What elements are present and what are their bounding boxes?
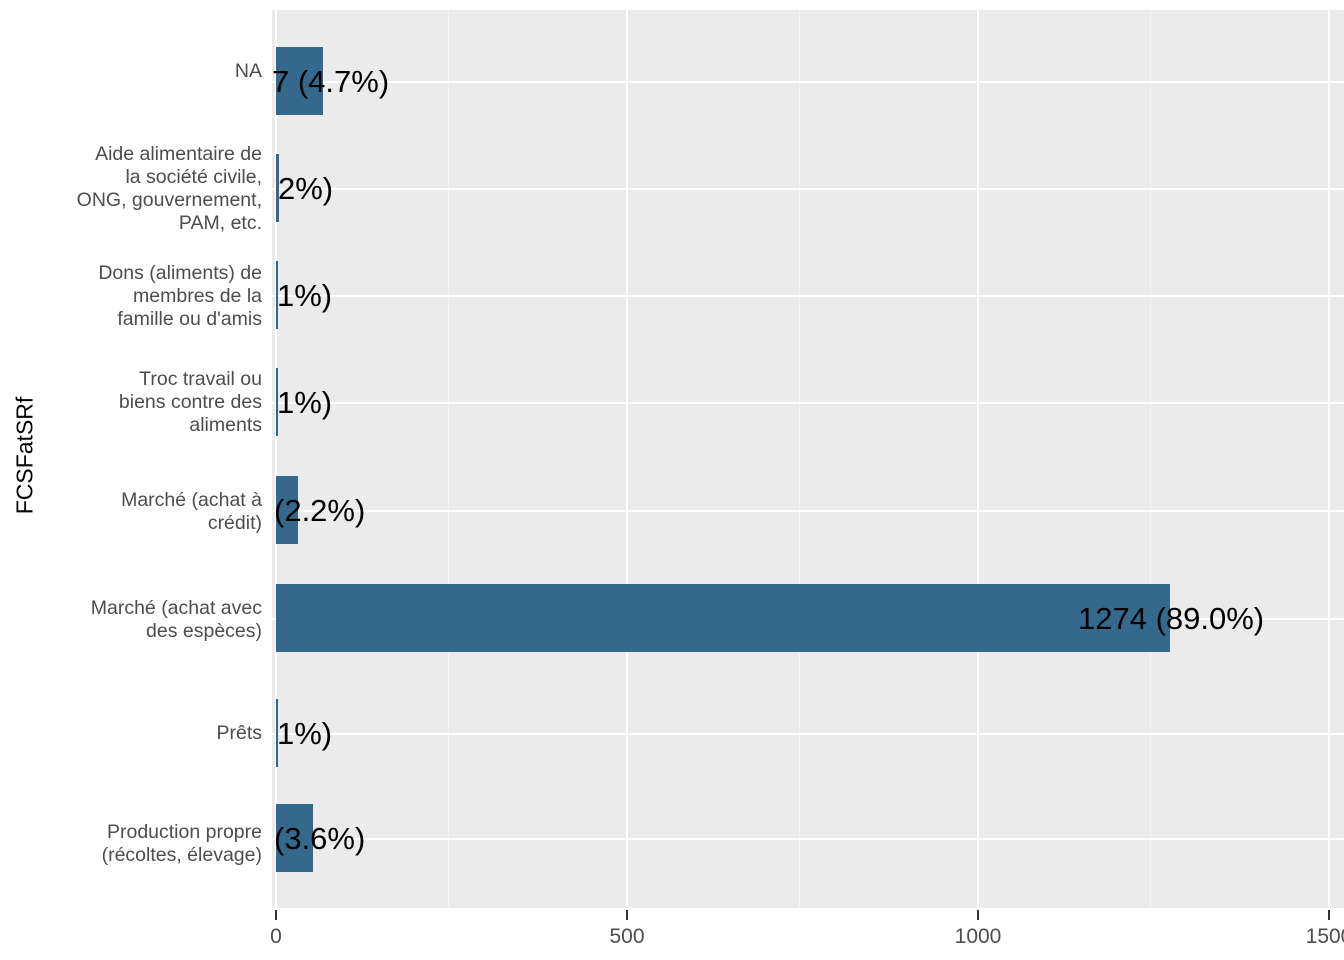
gridline-major-vertical — [977, 10, 979, 908]
bar-marche-credit[interactable] — [276, 476, 298, 544]
bar-value-label-prets: 1%) — [277, 716, 333, 751]
bar-dons-aliments[interactable] — [276, 261, 278, 329]
gridline-major-horizontal — [272, 402, 1344, 404]
x-axis-label-0: 0 — [270, 925, 282, 948]
bar-troc-travail[interactable] — [276, 368, 278, 436]
bar-value-label-production-propre: (3.6%) — [274, 821, 366, 856]
gridline-major-horizontal — [272, 510, 1344, 512]
gridline-major-horizontal — [272, 81, 1344, 83]
bar-value-label-aide-alimentaire: 2%) — [278, 171, 334, 206]
bar-aide-alimentaire[interactable] — [276, 154, 279, 222]
gridline-major-horizontal — [272, 838, 1344, 840]
x-axis-tick-1500 — [1328, 910, 1330, 920]
gridline-major-horizontal — [272, 295, 1344, 297]
gridline-major-vertical — [626, 10, 628, 908]
gridline-major-horizontal — [272, 733, 1344, 735]
y-axis-label-4: Marché (achat à crédit) — [121, 489, 262, 534]
x-axis-label-1000: 1000 — [954, 925, 1002, 948]
bar-prets[interactable] — [276, 699, 278, 767]
y-axis-label-5: Marché (achat avec des espèces) — [90, 597, 262, 642]
x-axis-tick-500 — [626, 910, 628, 920]
bar-marche-especes[interactable] — [276, 584, 1170, 652]
gridline-minor-vertical — [448, 10, 449, 908]
bar-na[interactable] — [276, 47, 323, 115]
y-axis-label-2: Dons (aliments) de membres de la famille… — [98, 262, 262, 330]
plot-panel: 7 (4.7%) 2%) 1%) 1%) (2.2%) 1274 (89.0%)… — [272, 10, 1344, 908]
y-axis-title-text: FCSFatSRf — [11, 396, 38, 514]
x-axis-tick-1000 — [977, 910, 979, 920]
y-axis-label-3: Troc travail ou biens contre des aliment… — [118, 368, 262, 436]
y-axis-label-6: Prêts — [216, 722, 262, 744]
bar-value-label-marche-especes: 1274 (89.0%) — [1078, 601, 1265, 636]
y-axis-label-7: Production propre (récoltes, élevage) — [101, 821, 262, 866]
gridline-major-vertical — [1328, 10, 1330, 908]
bar-value-label-troc-travail: 1%) — [277, 385, 333, 420]
y-axis-title: FCSFatSRf — [8, 0, 42, 910]
y-axis-label-0: NA — [234, 60, 262, 82]
bar-value-label-dons-aliments: 1%) — [277, 278, 333, 313]
bar-production-propre[interactable] — [276, 804, 313, 872]
gridline-minor-vertical — [799, 10, 800, 908]
x-axis-label-1500: 1500 — [1305, 925, 1344, 948]
y-axis-labels: NA Aide alimentaire de la société civile… — [40, 0, 312, 920]
bar-value-label-na: 7 (4.7%) — [272, 64, 390, 99]
x-axis-tick-0 — [275, 910, 277, 920]
bar-value-label-marche-credit: (2.2%) — [274, 493, 366, 528]
gridline-minor-vertical — [1150, 10, 1151, 908]
y-axis-label-1: Aide alimentaire de la société civile, O… — [76, 143, 262, 234]
gridline-major-vertical — [275, 10, 277, 908]
x-axis-label-500: 500 — [609, 925, 645, 948]
gridline-major-horizontal — [272, 188, 1344, 190]
